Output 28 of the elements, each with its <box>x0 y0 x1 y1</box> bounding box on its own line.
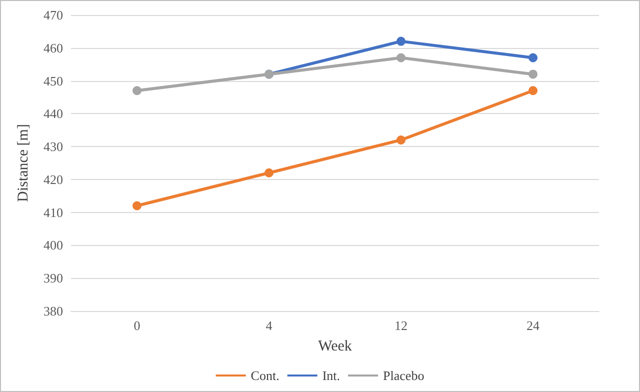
y-tick-label: 390 <box>44 270 63 286</box>
legend-label: Int. <box>322 368 340 383</box>
y-axis-title: Distance [m] <box>16 124 32 202</box>
y-tick-label: 460 <box>44 40 63 56</box>
x-tick-label: 24 <box>526 318 540 333</box>
point <box>264 168 274 178</box>
point <box>396 53 406 62</box>
point <box>396 36 406 46</box>
point <box>528 70 538 79</box>
legend-label: Placebo <box>383 368 424 383</box>
y-tick-label: 440 <box>44 106 63 122</box>
y-tick-label: 470 <box>44 8 63 22</box>
point <box>528 53 538 62</box>
point <box>396 135 406 144</box>
x-axis-title: Week <box>318 338 352 354</box>
y-tick-label: 420 <box>44 172 63 187</box>
legend-label: Cont. <box>250 368 280 383</box>
x-tick-label: 12 <box>394 318 408 333</box>
y-tick-label: 380 <box>44 304 63 318</box>
point <box>528 86 538 96</box>
y-tick-label: 400 <box>44 238 63 253</box>
x-tick-label: 4 <box>266 318 273 333</box>
y-tick-label: 410 <box>44 204 63 220</box>
point <box>132 201 142 210</box>
y-tick-label: 430 <box>44 139 63 154</box>
point <box>132 86 142 96</box>
y-tick-label: 450 <box>44 73 63 88</box>
x-tick-label: 0 <box>134 318 140 333</box>
